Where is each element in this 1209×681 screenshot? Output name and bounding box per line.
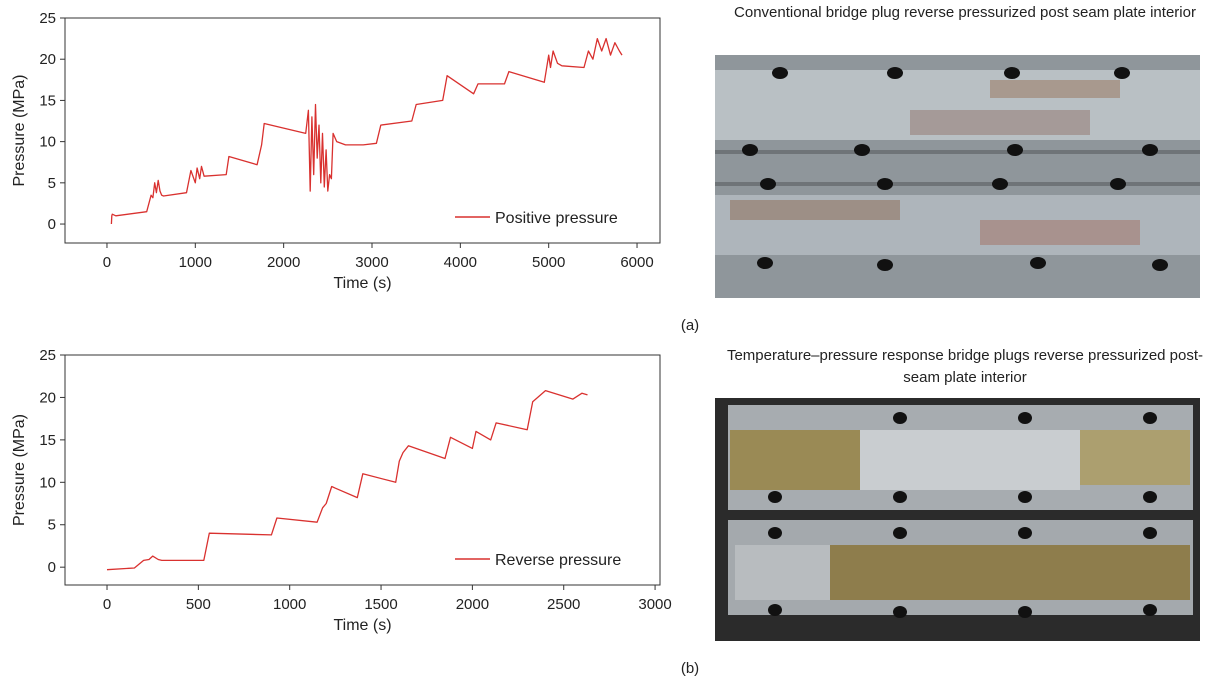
photo-title: Temperature–pressure response bridge plu…: [726, 347, 1204, 386]
plot-frame: [64, 17, 661, 244]
y-tick-label: 25: [39, 347, 56, 364]
x-tick-label: 0: [103, 596, 111, 613]
legend-label: Reverse pressure: [495, 552, 621, 569]
x-tick-label: 4000: [444, 254, 477, 271]
x-axis-label: Time (s): [333, 275, 391, 292]
panel-label: (a): [681, 317, 699, 334]
x-tick-label: 6000: [620, 254, 653, 271]
x-tick-label: 2500: [547, 596, 580, 613]
plot-frame: [64, 354, 661, 586]
x-tick-label: 3000: [355, 254, 388, 271]
x-tick-label: 1000: [179, 254, 212, 271]
x-tick-label: 5000: [532, 254, 565, 271]
x-tick-label: 1000: [273, 596, 306, 613]
data-line: [106, 389, 588, 571]
photo-title: Conventional bridge plug reverse pressur…: [734, 4, 1196, 21]
y-tick-label: 15: [39, 92, 56, 109]
x-tick-label: 500: [186, 596, 211, 613]
y-tick-label: 10: [39, 134, 56, 151]
y-tick-label: 10: [39, 474, 56, 491]
y-tick-label: 15: [39, 432, 56, 449]
y-tick-label: 0: [48, 559, 56, 576]
x-tick-label: 1500: [364, 596, 397, 613]
y-tick-label: 25: [39, 10, 56, 27]
y-tick-label: 5: [48, 517, 56, 534]
x-axis-label: Time (s): [333, 617, 391, 634]
y-tick-label: 20: [39, 51, 56, 68]
y-axis-label: Pressure (MPa): [11, 414, 28, 526]
y-tick-label: 0: [48, 216, 56, 233]
y-axis-label: Pressure (MPa): [11, 74, 28, 186]
photo-a: [715, 55, 1200, 298]
y-tick-label: 5: [48, 175, 56, 192]
panel-label: (b): [681, 660, 699, 677]
data-line: [110, 37, 623, 225]
x-tick-label: 2000: [267, 254, 300, 271]
legend-label: Positive pressure: [495, 210, 618, 227]
x-tick-label: 0: [103, 254, 111, 271]
x-tick-label: 3000: [638, 596, 671, 613]
photo-b: [715, 398, 1200, 641]
x-tick-label: 2000: [456, 596, 489, 613]
y-tick-label: 20: [39, 389, 56, 406]
